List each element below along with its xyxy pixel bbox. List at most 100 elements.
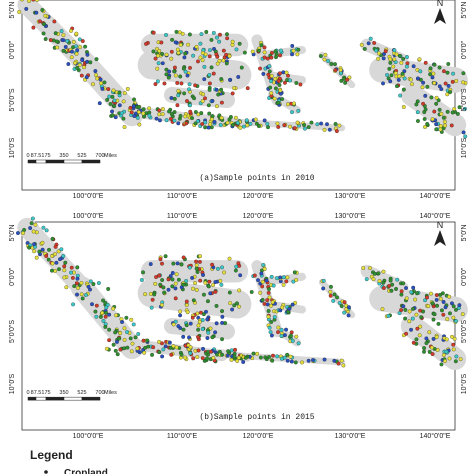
sample-point [125,345,130,350]
lat-label: 0°0'0" [8,40,16,59]
sample-point [94,73,99,78]
sample-point [453,359,458,364]
sample-point [296,47,301,52]
sample-point [267,64,272,69]
lat-label: 5°0'N [460,224,468,241]
sample-point [258,355,263,360]
sample-point [168,345,173,350]
sample-point [111,306,116,311]
sample-point [272,96,277,101]
sample-point [423,107,428,112]
sample-point [169,112,174,117]
sample-point [207,72,212,77]
sample-point [395,277,400,282]
scale-label: 175 [41,153,50,159]
sample-point [183,114,188,119]
sample-point [227,290,232,295]
scale-segment [35,396,47,401]
sample-point [220,352,225,357]
sample-point [404,286,408,290]
sample-point [74,281,79,286]
sample-point [153,281,158,286]
sample-point [163,344,168,349]
sample-point [282,333,287,338]
sample-point [421,80,426,85]
sample-point [157,273,162,278]
sample-point [438,292,443,297]
sample-point [160,112,165,117]
sample-point [296,341,301,346]
sample-point [377,279,382,283]
sample-point [103,324,108,329]
sample-point [160,261,164,266]
sample-point [422,349,426,354]
lat-label: 5°0'N [8,224,16,241]
sample-point [401,281,406,286]
lat-label: 5°0'0"S [460,88,468,111]
sample-point [143,345,148,350]
sample-point [288,78,292,83]
sample-point [52,19,57,24]
sample-point [443,305,448,310]
sample-point [272,315,277,319]
sample-point [108,102,113,106]
sample-point [387,66,392,71]
sample-point [411,306,415,311]
sample-point [176,121,181,126]
sample-point [164,118,169,123]
legend-marker [44,470,48,474]
sample-point [401,304,406,309]
sample-point [262,50,267,55]
sample-point [191,53,196,58]
sample-point [100,86,105,91]
sample-point [172,96,177,101]
sample-point [193,83,198,88]
sample-point [437,65,442,70]
sample-point [431,71,436,76]
sample-point [259,43,264,48]
sample-point [217,113,222,118]
sample-point [143,292,148,297]
lat-label: 5°0'N [8,2,16,19]
sample-point [171,261,176,266]
scale-segment [27,159,37,164]
sample-point [284,279,289,284]
sample-point [219,77,224,81]
sample-point [221,48,226,53]
sample-point [286,73,290,78]
sample-point [401,105,406,109]
sample-point [80,58,85,63]
sample-point [175,261,180,266]
sample-point [405,61,410,66]
sample-point [385,73,390,77]
sample-point [270,300,275,305]
sample-point [290,338,295,343]
sample-point [238,125,243,130]
sample-point [294,81,299,85]
sample-point [172,65,177,70]
sample-point [49,268,54,273]
sample-point [59,247,64,252]
sample-point [415,99,420,104]
sample-point [157,339,162,344]
sample-point [122,91,127,95]
scale-label: 0 [26,390,29,396]
sample-point [194,263,199,268]
sample-point [251,351,256,356]
sample-point [439,111,444,116]
sample-point [149,305,154,310]
sample-point [157,350,162,355]
sample-point [70,275,75,280]
sample-point [188,321,193,326]
sample-point [179,262,184,267]
sample-point [381,269,386,274]
sample-point [169,96,174,100]
sample-point [279,328,284,332]
sample-point [403,307,408,312]
sample-point [50,254,55,258]
sample-point [291,48,296,53]
sample-point [266,125,270,130]
sample-point [300,360,304,365]
sample-point [422,346,427,351]
sample-point [206,125,211,130]
